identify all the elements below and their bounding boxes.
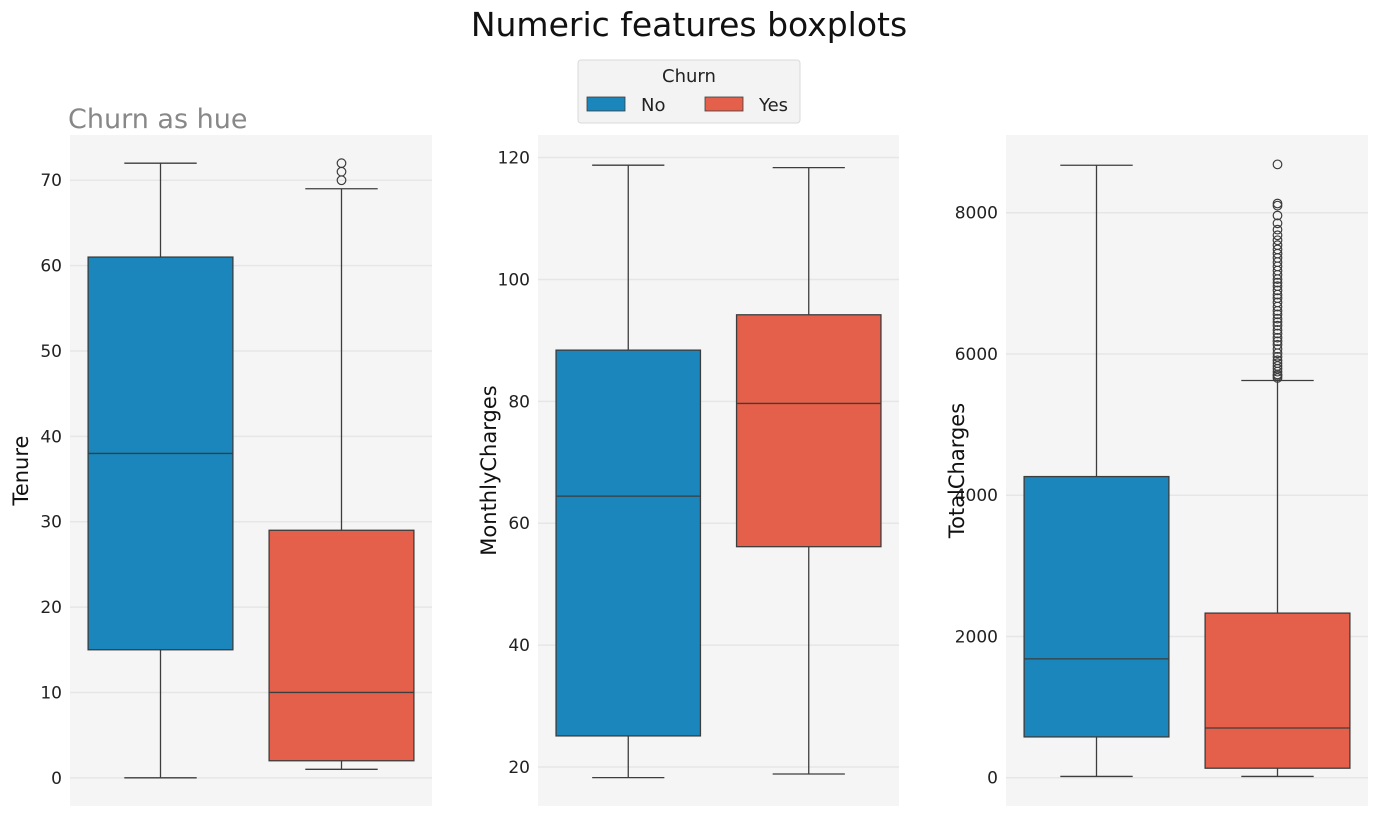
y-tick-label: 60 <box>40 257 62 277</box>
y-tick-label: 60 <box>508 514 530 534</box>
outlier-point <box>1272 218 1283 229</box>
outlier-point <box>1272 325 1283 335</box>
y-tick-label: 40 <box>508 636 530 656</box>
box-no <box>87 162 234 779</box>
outlier-point <box>1272 277 1283 288</box>
y-tick-label: 120 <box>498 149 530 169</box>
outlier-point <box>1272 297 1283 308</box>
box-iqr <box>1023 475 1170 738</box>
y-tick-label: 40 <box>40 427 62 447</box>
panel-1: 0 10 20 30 40 50 60 70 Tenure Churn as hue <box>9 104 432 806</box>
y-axis-label: TotalCharges <box>945 403 969 539</box>
outlier-point <box>1272 332 1283 343</box>
box-no <box>555 164 702 779</box>
outlier-point <box>336 158 347 169</box>
box-yes <box>735 166 882 775</box>
box-yes <box>1204 159 1351 778</box>
outlier-point <box>1272 358 1283 369</box>
outlier-point <box>1272 355 1283 366</box>
y-axis-label: MonthlyCharges <box>477 385 501 555</box>
panel-3: 0 2000 4000 6000 8000 TotalCharges <box>945 135 1368 806</box>
y-tick-label: 4000 <box>955 486 998 506</box>
y-tick-label: 30 <box>40 513 62 533</box>
outlier-point <box>1272 159 1283 170</box>
outlier-point <box>1272 230 1283 241</box>
legend-entry-yes: Yes <box>704 95 788 116</box>
outlier-point <box>1272 235 1283 246</box>
outlier-point <box>1272 309 1283 320</box>
outlier-point <box>1272 210 1283 221</box>
outlier-point <box>1272 281 1283 292</box>
y-tick-label: 20 <box>508 758 530 778</box>
legend-title: Churn <box>662 66 716 87</box>
box-yes <box>268 158 415 770</box>
outlier-point <box>1272 198 1283 209</box>
y-tick-label: 0 <box>51 769 62 789</box>
outlier-point <box>1272 313 1283 324</box>
box-iqr <box>735 314 882 548</box>
outlier-point <box>1272 317 1283 328</box>
outlier-point <box>1272 344 1283 354</box>
outlier-point <box>1272 285 1283 296</box>
legend-swatch <box>704 96 744 112</box>
y-tick-label: 6000 <box>955 345 998 365</box>
legend-swatch <box>586 96 626 112</box>
y-tick-label: 100 <box>498 270 530 290</box>
outlier-point <box>1272 351 1283 362</box>
outlier-point <box>1272 336 1283 347</box>
y-axis-label: Tenure <box>9 436 33 507</box>
outlier-point <box>1272 240 1283 251</box>
y-tick-label: 20 <box>40 598 62 618</box>
outlier-point <box>1272 320 1283 331</box>
y-tick-label: 2000 <box>955 627 998 647</box>
legend-box <box>577 59 801 124</box>
y-tick-label: 8000 <box>955 204 998 224</box>
panel-subtitle: Churn as hue <box>68 104 247 135</box>
y-tick-label: 70 <box>40 171 62 191</box>
panel-2: 20 40 60 80 100 120 MonthlyCharges <box>477 135 899 806</box>
y-tick-label: 50 <box>40 342 62 362</box>
y-tick-label: 0 <box>987 769 998 789</box>
figure-title: Numeric features boxplots <box>471 5 907 44</box>
box-iqr <box>1204 612 1351 769</box>
outlier-point <box>1272 293 1283 304</box>
box-iqr <box>268 529 415 762</box>
panels: 0 10 20 30 40 50 60 70 Tenure Churn as hue 20 40 60 8… <box>9 104 1368 806</box>
legend: Churn No Yes <box>577 59 801 124</box>
legend-entry-no: No <box>586 95 665 116</box>
outlier-point <box>1272 328 1283 339</box>
box-iqr <box>555 349 702 737</box>
box-no <box>1023 164 1170 778</box>
outlier-point <box>1272 339 1283 350</box>
legend-label: No <box>641 95 665 116</box>
legend-label: Yes <box>758 95 788 116</box>
y-tick-label: 80 <box>508 392 530 412</box>
y-tick-label: 10 <box>40 683 62 703</box>
outlier-point <box>1272 224 1283 235</box>
